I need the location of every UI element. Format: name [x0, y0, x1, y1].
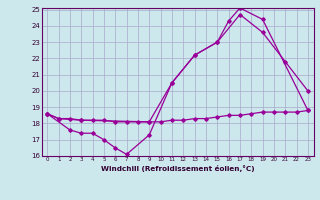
X-axis label: Windchill (Refroidissement éolien,°C): Windchill (Refroidissement éolien,°C) [101, 165, 254, 172]
